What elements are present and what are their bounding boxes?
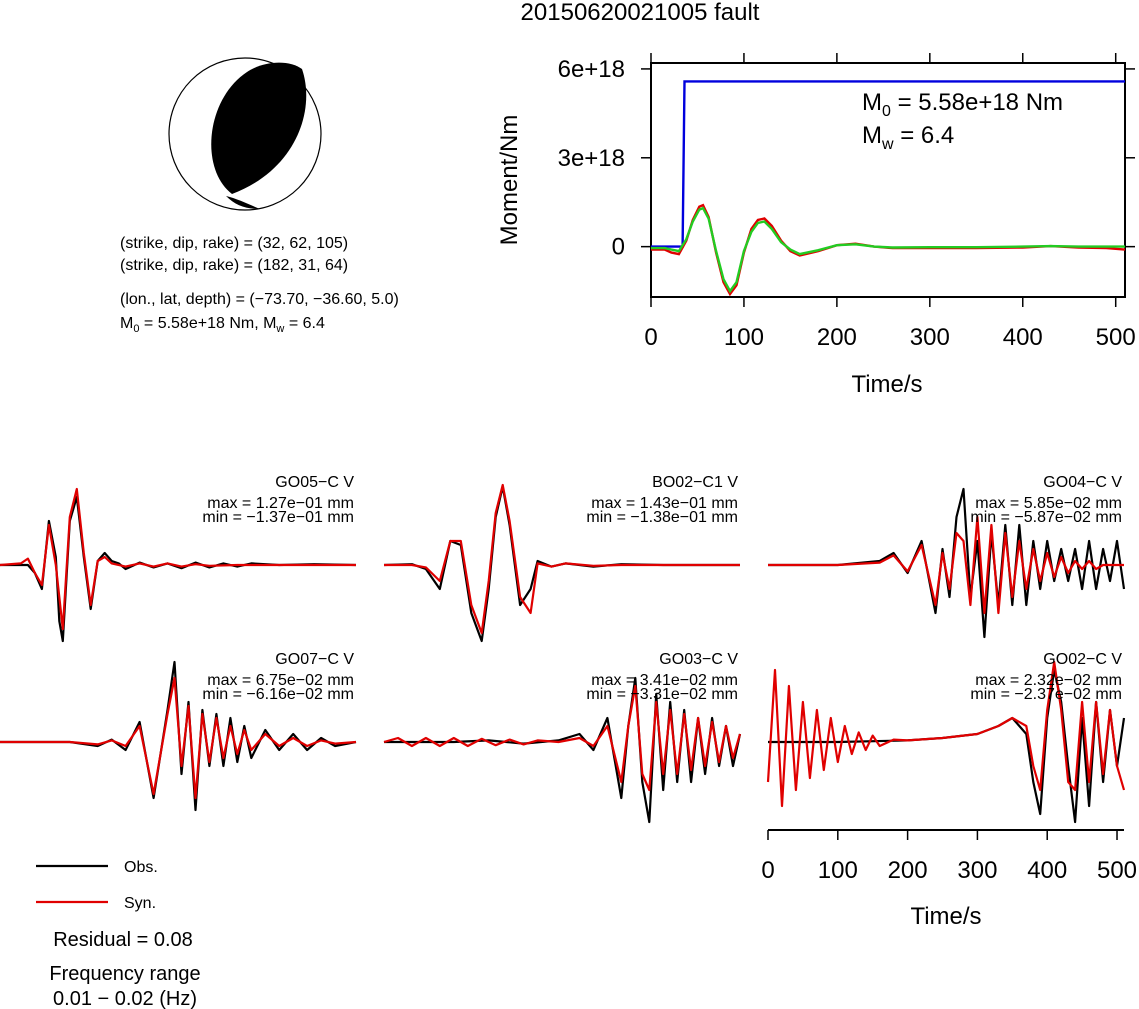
synthetic-waveform xyxy=(0,487,356,631)
waveform-xtick-label: 500 xyxy=(1097,857,1137,884)
station-min: min = −1.37e−01 mm xyxy=(202,509,354,526)
legend: Obs. Syn. Residual = 0.08 Frequency rang… xyxy=(36,859,201,1009)
stf-panel: 6e+18 3e+18 0 0 100 200 300 400 500 Time/s Mome… xyxy=(496,53,1136,398)
waveform-xtick-label: 200 xyxy=(888,857,928,884)
stf-xtick-label: 200 xyxy=(817,324,857,351)
location-label: (lon., lat, depth) = (−73.70, −36.60, 5.… xyxy=(120,291,399,308)
stf-cumulative-moment-line xyxy=(651,80,1125,248)
stf-ylabel: Moment/Nm xyxy=(496,115,523,246)
station-min: min = −3.31e−02 mm xyxy=(586,686,738,703)
figure-title: 20150620021005 fault xyxy=(521,0,760,26)
stf-xtick-label: 400 xyxy=(1003,324,1043,351)
stf-plot-frame xyxy=(650,62,1126,298)
station-name: GO04−C V xyxy=(1043,474,1122,491)
station-max: max = 2.32e−02 mm xyxy=(975,672,1122,689)
stf-xlabel: Time/s xyxy=(851,371,922,398)
synthetic-waveform xyxy=(766,660,1126,808)
station-max: max = 3.41e−02 mm xyxy=(591,672,738,689)
stf-ytick-label: 3e+18 xyxy=(558,145,625,172)
station-name: GO02−C V xyxy=(1043,651,1122,668)
stf-xtick-label: 100 xyxy=(724,324,764,351)
station-name: GO07−C V xyxy=(275,651,354,668)
stf-mw-annotation: Mw = 6.4 xyxy=(862,122,954,153)
waveform-xtick-label: 0 xyxy=(761,857,774,884)
residual-label: Residual = 0.08 xyxy=(53,929,193,951)
waveform-x-axis: Time/s 0 100 200 300 400 500 xyxy=(761,829,1137,930)
station-name: GO05−C V xyxy=(275,474,354,491)
stf-xtick-label: 300 xyxy=(910,324,950,351)
beachball-compressional-lobe xyxy=(211,62,307,194)
stf-x-axis: 0 100 200 300 400 500 xyxy=(644,53,1136,351)
stf-series xyxy=(651,80,1126,297)
synthetic-waveform xyxy=(0,676,357,800)
nodal-plane-1-label: (strike, dip, rake) = (32, 62, 105) xyxy=(120,235,348,252)
station-min: min = −5.87e−02 mm xyxy=(970,509,1122,526)
waveform-xtick-label: 400 xyxy=(1027,857,1067,884)
station-max: max = 5.85e−02 mm xyxy=(975,495,1122,512)
legend-obs-label: Obs. xyxy=(124,859,158,876)
station-max: max = 6.75e−02 mm xyxy=(207,672,354,689)
stf-m0-annotation: M0 = 5.58e+18 Nm xyxy=(862,89,1063,120)
beachball-compressional-wedge xyxy=(226,196,260,209)
station-min: min = −2.37e−02 mm xyxy=(970,686,1122,703)
moment-summary-line: M0 = 5.58e+18 Nm, Mw = 6.4 xyxy=(120,315,325,335)
legend-syn-label: Syn. xyxy=(124,895,156,912)
nodal-plane-2-label: (strike, dip, rake) = (182, 31, 64) xyxy=(120,257,348,274)
stf-ytick-label: 6e+18 xyxy=(558,56,625,83)
stf-xtick-label: 0 xyxy=(644,324,657,351)
station-min: min = −6.16e−02 mm xyxy=(202,686,354,703)
station-max: max = 1.27e−01 mm xyxy=(207,495,354,512)
stf-y-axis: 6e+18 3e+18 0 xyxy=(558,56,1135,261)
stf-ytick-label: 0 xyxy=(612,234,625,261)
waveform-xtick-label: 300 xyxy=(957,857,997,884)
stf-xtick-label: 500 xyxy=(1096,324,1136,351)
frequency-range-title: Frequency range xyxy=(49,963,200,985)
stf-moment-rate-red-line xyxy=(651,203,1126,297)
beachball xyxy=(168,57,322,211)
synthetic-waveform xyxy=(384,483,740,635)
waveform-xtick-label: 100 xyxy=(818,857,858,884)
station-name: GO03−C V xyxy=(659,651,738,668)
synthetic-waveform xyxy=(383,684,742,792)
frequency-range-value: 0.01 − 0.02 (Hz) xyxy=(53,988,197,1009)
synthetic-waveform xyxy=(768,515,1124,615)
stf-moment-rate-green-line xyxy=(651,206,1125,294)
station-min: min = −1.38e−01 mm xyxy=(586,509,738,526)
waveform-xlabel: Time/s xyxy=(910,903,981,930)
station-name: BO02−C1 V xyxy=(652,474,738,491)
station-max: max = 1.43e−01 mm xyxy=(591,495,738,512)
